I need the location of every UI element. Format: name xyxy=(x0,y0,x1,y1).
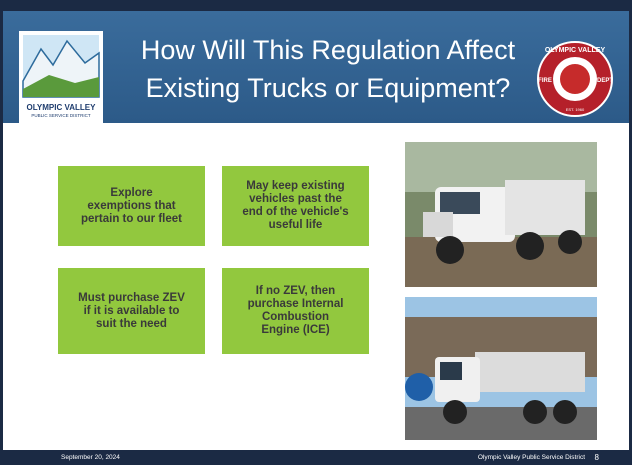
green-box: Must purchase ZEV if it is available to su… xyxy=(58,268,205,354)
green-box: May keep existing vehicles past the end of… xyxy=(222,166,369,246)
footer-date: September 20, 2024 xyxy=(61,454,120,461)
logo-text: OLYMPIC VALLEY xyxy=(545,47,606,54)
box-line: end of the vehicle's xyxy=(242,206,349,218)
logo-text: EST. 1960 xyxy=(566,107,585,112)
right-logo: OLYMPIC VALLEY FIRE DEPT EST. 1960 xyxy=(537,41,613,117)
box-line: vehicles past the xyxy=(249,193,342,205)
logo-text: OLYMPIC VALLEY xyxy=(26,103,96,112)
top-bar xyxy=(3,3,629,11)
green-box: Explore exemptions that pertain to our fle… xyxy=(58,166,205,246)
logo-art xyxy=(22,35,100,98)
box-line: May keep existing xyxy=(246,180,345,192)
footer-org: Olympic Valley Public Service District xyxy=(477,454,585,461)
vactor-photo xyxy=(405,297,597,440)
logo-text: FIRE xyxy=(538,78,552,84)
page-number: 8 xyxy=(594,453,599,462)
box-line: suit the need xyxy=(96,317,167,330)
box-line: Combustion xyxy=(261,311,330,323)
box-line: exemptions that xyxy=(87,199,176,212)
box-line: Explore xyxy=(110,186,153,199)
box-line: Must purchase ZEV xyxy=(78,291,185,304)
footer: September 20, 2024 Olympic Valley Public… xyxy=(3,450,629,462)
left-logo: OLYMPIC VALLEY PUBLIC SERVICE DISTRICT xyxy=(19,31,103,123)
box-line: useful life xyxy=(268,219,323,231)
title-line: Existing Trucks or Equipment? xyxy=(145,73,511,103)
logo-text: PUBLIC SERVICE DISTRICT xyxy=(31,113,91,118)
box-line: if it is available to xyxy=(83,304,180,317)
logo-text: DEPT xyxy=(597,78,613,84)
box-line: If no ZEV, then xyxy=(255,285,336,297)
green-box: If no ZEV, then purchase Internal Combusti… xyxy=(222,268,369,354)
box-line: purchase Internal xyxy=(247,298,344,310)
header: How Will This Regulation Affect Existing… xyxy=(3,11,629,123)
truck-photo xyxy=(405,142,597,287)
box-line: Engine (ICE) xyxy=(261,324,330,336)
title-line: How Will This Regulation Affect xyxy=(140,35,516,65)
box-line: pertain to our fleet xyxy=(81,212,182,225)
